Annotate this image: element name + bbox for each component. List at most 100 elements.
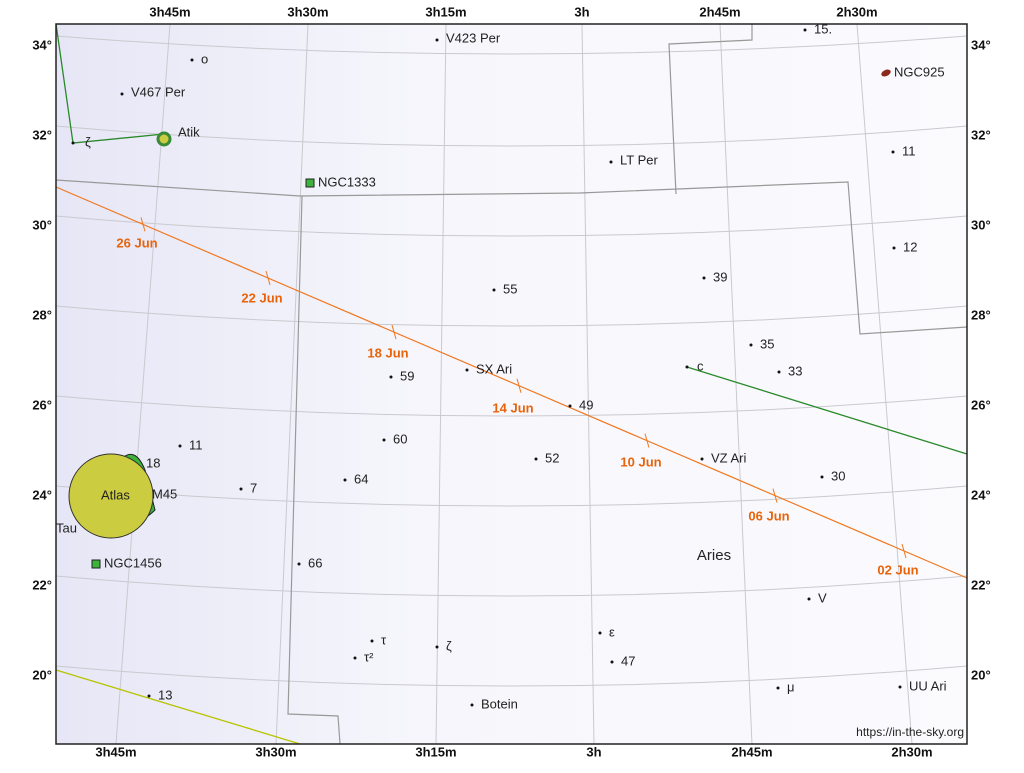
object-label: 39 bbox=[713, 269, 727, 284]
object-label: 47 bbox=[621, 653, 635, 668]
object-label: V467 Per bbox=[131, 84, 186, 99]
dec-label: 20° bbox=[32, 667, 52, 682]
object-label: 35 bbox=[760, 336, 774, 351]
ra-label: 3h45m bbox=[95, 744, 136, 759]
star bbox=[435, 645, 439, 649]
dec-label: 20° bbox=[971, 667, 991, 682]
frame bbox=[55, 23, 968, 745]
object-label: ζ bbox=[446, 638, 452, 653]
ra-label: 3h15m bbox=[415, 744, 456, 759]
object-label: 60 bbox=[393, 431, 407, 446]
ra-label: 2h30m bbox=[891, 744, 932, 759]
star bbox=[239, 487, 243, 491]
star bbox=[803, 28, 807, 32]
object-label: μ bbox=[787, 679, 795, 694]
ngc925-marker bbox=[881, 69, 891, 77]
ecliptic-tick bbox=[391, 324, 397, 340]
object-label: ε bbox=[609, 624, 615, 639]
star bbox=[898, 685, 902, 689]
star bbox=[297, 562, 301, 566]
ra-label: 2h30m bbox=[836, 4, 877, 19]
star bbox=[370, 639, 374, 643]
object-label: 66 bbox=[308, 555, 322, 570]
ra-label: 3h30m bbox=[287, 4, 328, 19]
object-label: 13 bbox=[158, 687, 172, 702]
star bbox=[343, 478, 347, 482]
star bbox=[190, 58, 194, 62]
ra-label: 2h45m bbox=[731, 744, 772, 759]
dec-label: 32° bbox=[32, 127, 52, 142]
object-label: Botein bbox=[481, 696, 518, 711]
figure-line bbox=[686, 366, 968, 455]
ra-label: 3h bbox=[586, 744, 601, 759]
object-label: 12 bbox=[903, 239, 917, 254]
dec-label: 24° bbox=[32, 487, 52, 502]
object-label: 33 bbox=[788, 363, 802, 378]
ecliptic-date: 10 Jun bbox=[620, 454, 661, 469]
dec-label: 30° bbox=[32, 217, 52, 232]
object-label: 59 bbox=[400, 368, 414, 383]
object-label: LT Per bbox=[620, 152, 658, 167]
ra-label: 2h45m bbox=[699, 4, 740, 19]
object-label: Tau bbox=[56, 520, 77, 535]
star bbox=[147, 694, 151, 698]
star bbox=[178, 444, 182, 448]
ecliptic-date: 18 Jun bbox=[367, 345, 408, 360]
ra-label: 3h bbox=[574, 4, 589, 19]
credit: https://in-the-sky.org bbox=[856, 725, 964, 739]
star bbox=[534, 457, 538, 461]
object-label: τ² bbox=[364, 649, 374, 664]
dec-label: 26° bbox=[971, 397, 991, 412]
dec-label: 28° bbox=[971, 307, 991, 322]
star bbox=[568, 404, 572, 408]
ecliptic-tick bbox=[140, 217, 146, 232]
ecliptic bbox=[55, 186, 968, 579]
object-label: Atik bbox=[178, 124, 200, 139]
star bbox=[777, 370, 781, 374]
ecliptic-tick bbox=[265, 270, 271, 286]
constellation-name: Aries bbox=[697, 547, 731, 564]
object-label: M45 bbox=[152, 486, 177, 501]
object-label: τ bbox=[381, 632, 387, 647]
object-label: ζ bbox=[85, 134, 91, 149]
ecliptic-tick bbox=[516, 378, 522, 393]
star bbox=[389, 375, 393, 379]
object-label: 11 bbox=[902, 143, 916, 158]
object-label: c bbox=[697, 358, 704, 373]
constellation-boundary bbox=[55, 24, 968, 745]
object-label: V bbox=[818, 590, 827, 605]
ecliptic-tick bbox=[772, 488, 778, 503]
star bbox=[71, 141, 75, 145]
star bbox=[776, 686, 780, 690]
dec-label: 28° bbox=[32, 307, 52, 322]
object-label: o bbox=[201, 51, 208, 66]
ra-label: 3h30m bbox=[255, 744, 296, 759]
object-label: 49 bbox=[579, 397, 593, 412]
star bbox=[609, 160, 613, 164]
dec-label: 32° bbox=[971, 127, 991, 142]
star bbox=[749, 343, 753, 347]
star bbox=[807, 597, 811, 601]
ecliptic-date: 14 Jun bbox=[492, 400, 533, 415]
star bbox=[610, 660, 614, 664]
ra-label: 3h15m bbox=[425, 4, 466, 19]
star bbox=[353, 656, 357, 660]
star bbox=[465, 368, 469, 372]
star bbox=[820, 475, 824, 479]
ecliptic-date: 22 Jun bbox=[241, 290, 282, 305]
star bbox=[120, 92, 124, 96]
object-label: NGC1333 bbox=[318, 174, 376, 189]
ecliptic-date: 02 Jun bbox=[877, 562, 918, 577]
star bbox=[685, 365, 689, 369]
object-label: 7 bbox=[250, 480, 257, 495]
ecliptic-tick bbox=[901, 543, 907, 559]
star bbox=[382, 438, 386, 442]
ngc1333-marker bbox=[305, 178, 315, 188]
object-label: Atlas bbox=[101, 487, 130, 502]
star bbox=[700, 457, 704, 461]
object-label: NGC925 bbox=[894, 64, 945, 79]
object-label: 55 bbox=[503, 281, 517, 296]
object-label: V423 Per bbox=[446, 30, 501, 45]
dec-label: 30° bbox=[971, 217, 991, 232]
